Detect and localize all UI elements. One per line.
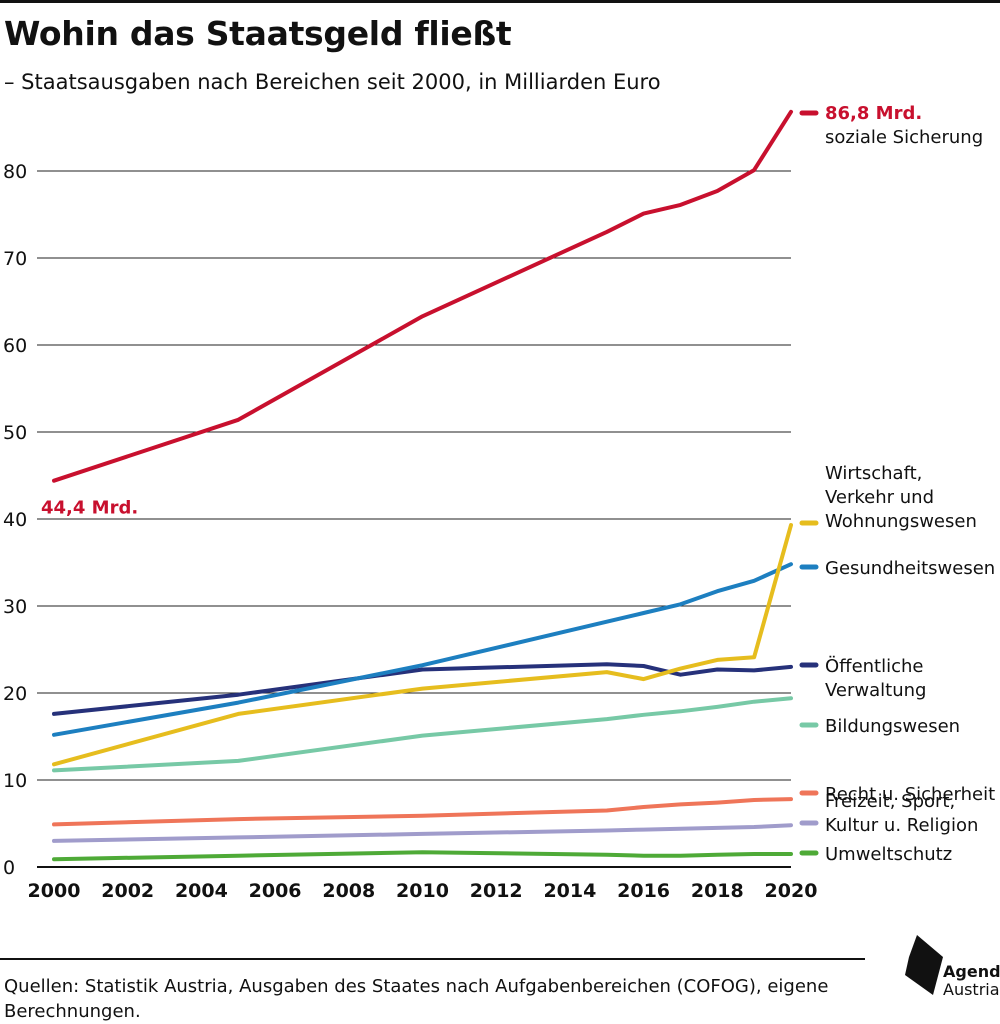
annotation-86-8-mrd: 86,8 Mrd. [825,103,922,124]
series-label-bildungswesen: Bildungswesen [825,716,960,737]
series-line-offentliche-verwaltung [52,662,793,716]
top-rule [0,0,1000,3]
y-tick-70: 70 [3,248,27,270]
logo-name: Agenda [943,962,1000,981]
series-label-offentliche-verwaltung: Öffentliche Verwaltung [825,655,926,701]
chart-subtitle: – Staatsausgaben nach Bereichen seit 200… [4,70,661,94]
y-tick-20: 20 [3,683,27,705]
y-tick-30: 30 [3,596,27,618]
x-tick-2014: 2014 [543,880,596,902]
series-label-line: Wirtschaft, [825,463,922,484]
y-tick-80: 80 [3,161,27,183]
series-label-line: Freizeit, Sport, [825,791,955,812]
x-tick-2016: 2016 [617,880,670,902]
series-label-freizeit-sport-kultur-u-religion: Freizeit, Sport, Kultur u. Religion [825,791,978,836]
annotations: 44,4 Mrd. 86,8 Mrd. [41,103,922,519]
series-label-line: Öffentliche [825,655,924,677]
series-label-gesundheitswesen: Gesundheitswesen [825,558,995,579]
x-tick-2002: 2002 [101,880,154,902]
y-tick-0: 0 [3,857,15,879]
x-tick-2018: 2018 [691,880,744,902]
series-label-line: Gesundheitswesen [825,558,995,579]
y-tick-50: 50 [3,422,27,444]
series-lines [52,109,793,862]
logo-sub: Austria [943,980,1000,999]
x-tick-2004: 2004 [175,880,228,902]
y-tick-60: 60 [3,335,27,357]
x-tick-2006: 2006 [249,880,302,902]
chart-title: Wohin das Staatsgeld fließt [4,14,512,53]
series-line-gesundheitswesen [52,562,793,737]
source-note: Quellen: Statistik Austria, Ausgaben des… [4,976,829,1022]
series-label-line: Wohnungswesen [825,511,977,532]
series-line-umweltschutz [52,850,793,862]
series-label-line: Verwaltung [825,680,926,701]
y-axis-ticks: 0 10 20 30 40 50 60 70 80 [3,161,27,879]
bottom-rule [0,958,865,960]
series-label-line: Umweltschutz [825,844,952,865]
series-label-recht-u-sicherheit: Recht u. Sicherheit [825,784,995,805]
y-tick-40: 40 [3,509,27,531]
series-line-recht-u-sicherheit [52,797,793,827]
x-axis-ticks: 2000 2002 2004 2006 2008 2010 2012 2014 2016 2018… [28,880,818,902]
x-tick-2010: 2010 [396,880,449,902]
series-label-line: Verkehr und [825,487,934,508]
series-label-line: Recht u. Sicherheit [825,784,995,805]
x-tick-2012: 2012 [470,880,523,902]
series-label-soziale-sicherung: soziale Sicherung [825,127,983,148]
x-tick-2008: 2008 [322,880,375,902]
series-line-bildungswesen [52,696,793,773]
series-line-wirtschaft-verkehr-und-wohnungswesen [52,523,793,767]
x-tick-2000: 2000 [28,880,81,902]
logo-mark-icon [905,935,943,995]
series-label-umweltschutz: Umweltschutz [825,844,952,865]
y-tick-10: 10 [3,770,27,792]
annotation-44-4-mrd: 44,4 Mrd. [41,498,138,519]
series-line-soziale-sicherung [52,109,793,483]
series-label-wirtschaft-verkehr-und-wohnungswesen: Wirtschaft, Verkehr und Wohnungswesen [825,463,977,532]
agenda-austria-logo: Agenda Austria [903,935,1000,1020]
gridlines [37,170,791,868]
series-label-line: Bildungswesen [825,716,960,737]
series-line-freizeit-sport-kultur-u-religion [52,823,793,843]
series-label-line: Kultur u. Religion [825,815,978,836]
x-tick-2020: 2020 [765,880,818,902]
series-label-line: soziale Sicherung [825,127,983,148]
